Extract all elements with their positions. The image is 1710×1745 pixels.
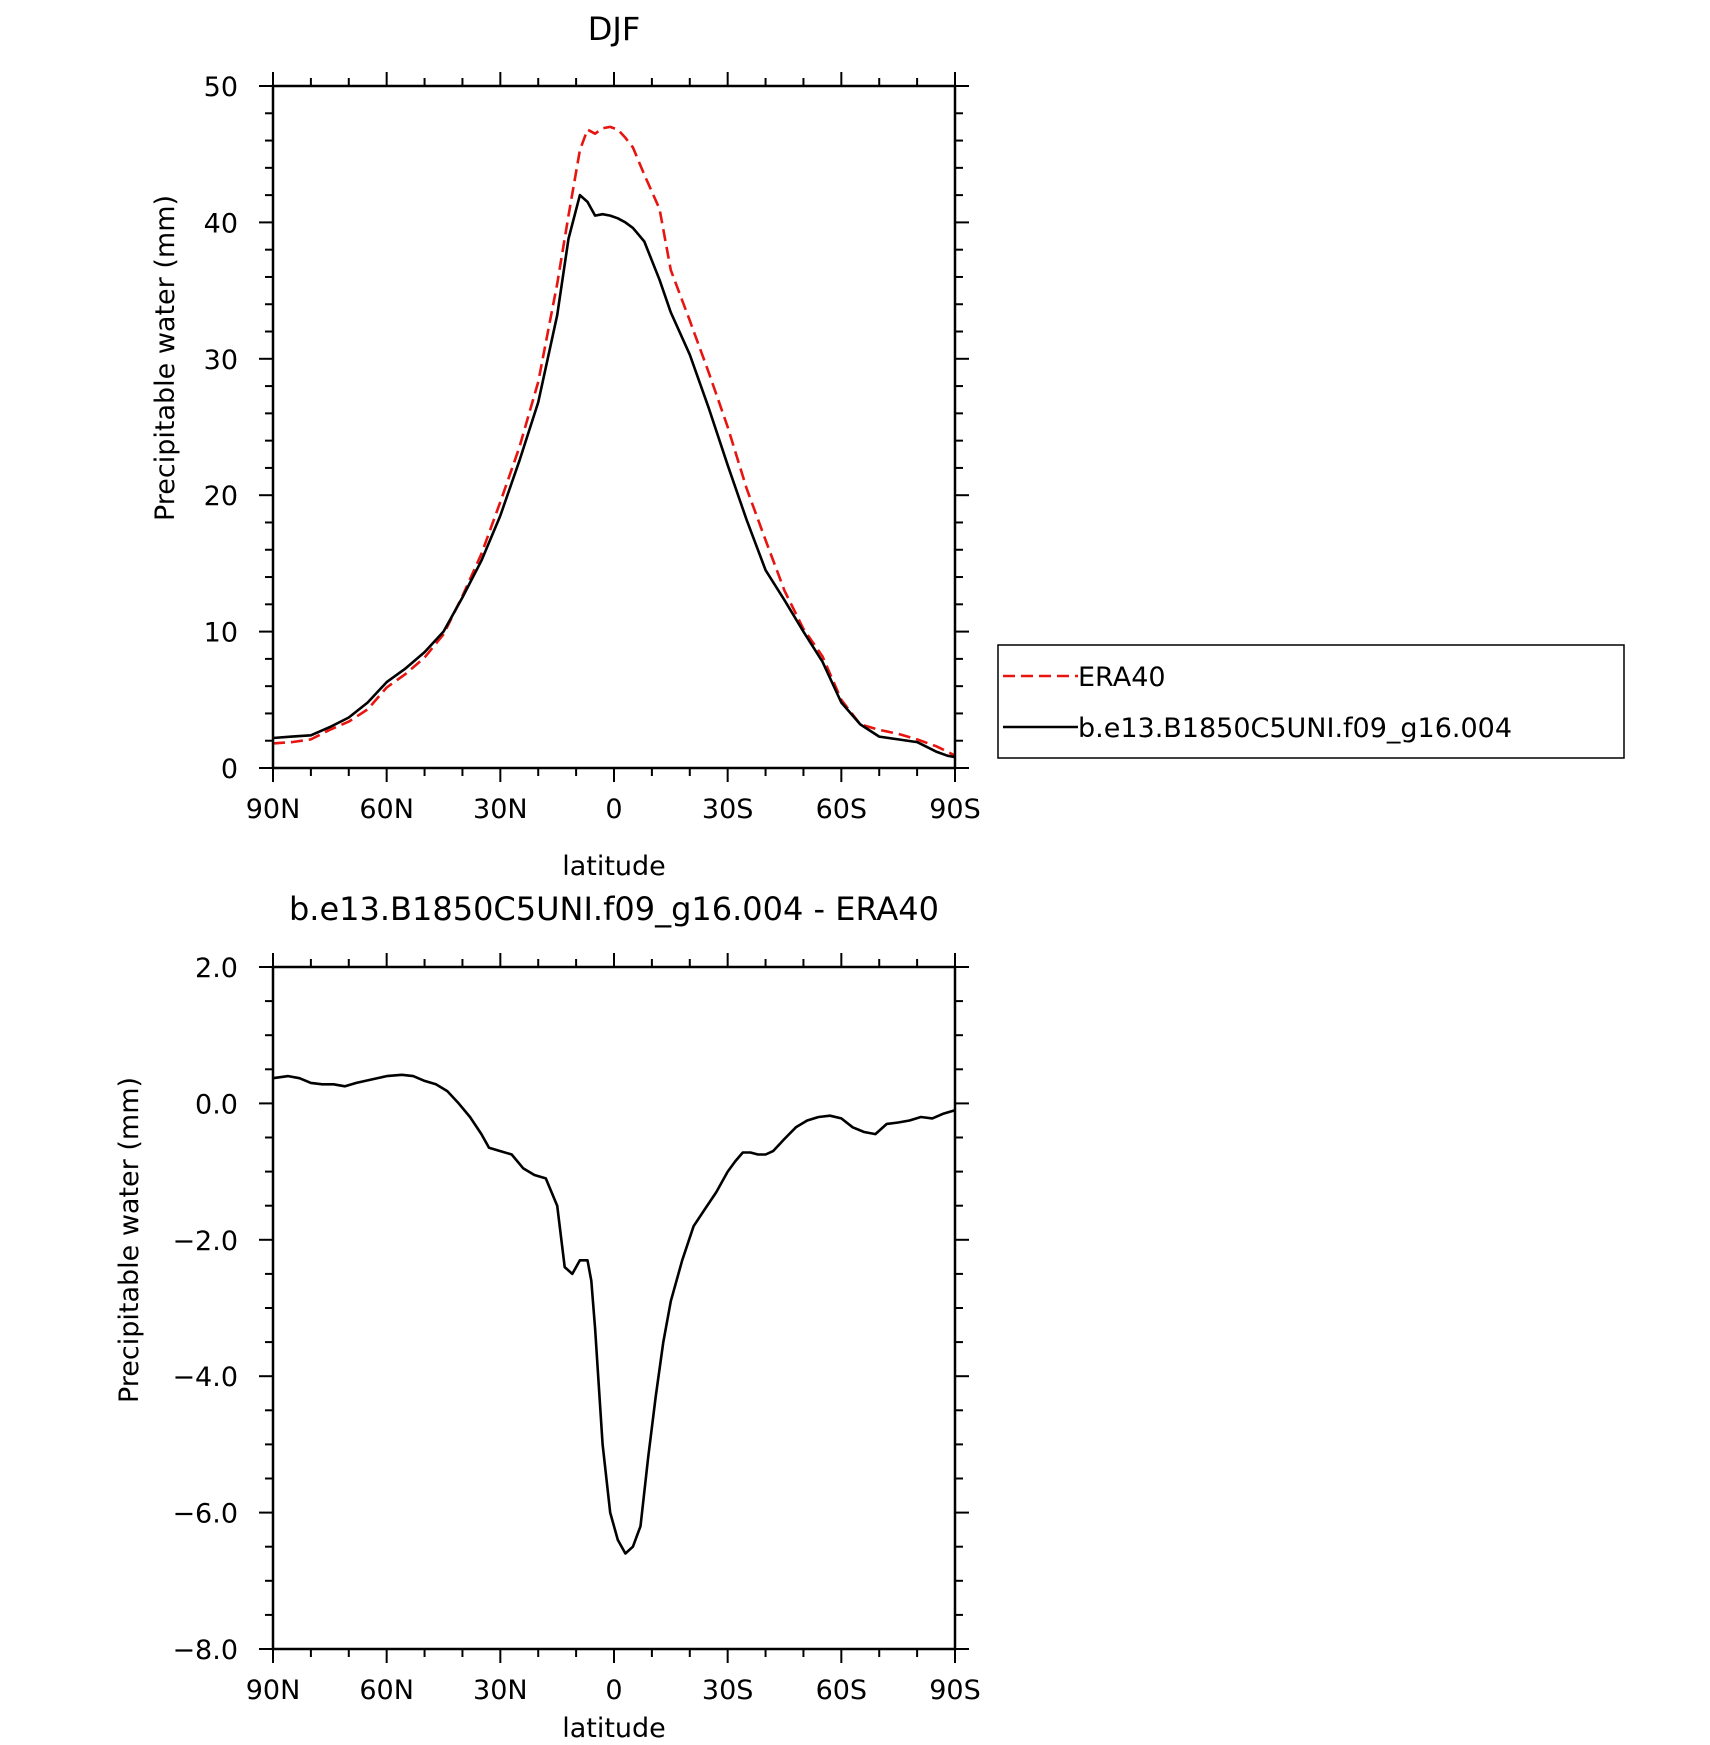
y-tick-label: −6.0 — [172, 1499, 238, 1530]
top-series — [272, 125, 956, 759]
x-tick-label: 90S — [929, 794, 981, 825]
legend-box — [997, 644, 1625, 759]
x-tick-label: 30S — [702, 794, 754, 825]
top-tick-labels: 90N 60N 30N 0 30S 60S 90S 0 10 20 30 40 50 — [204, 72, 981, 825]
x-tick-label: 90N — [246, 794, 301, 825]
x-tick-label: 30N — [473, 794, 528, 825]
bottom-axis-ticks — [259, 953, 969, 1663]
bottom-chart-title: b.e13.B1850C5UNI.f09_g16.004 - ERA40 — [289, 890, 939, 928]
x-tick-label: 90S — [929, 1675, 981, 1706]
x-tick-label: 0 — [605, 794, 622, 825]
y-tick-label: 0 — [221, 754, 238, 785]
bottom-plot-frame — [271, 965, 957, 1651]
top-panel: DJF Precipitable water (mm) latitude 90N… — [150, 10, 1625, 882]
top-plot-frame — [271, 84, 957, 770]
x-tick-label: 30S — [702, 1675, 754, 1706]
x-tick-label: 30N — [473, 1675, 528, 1706]
y-tick-label: 2.0 — [195, 953, 238, 984]
y-tick-label: 10 — [204, 618, 238, 649]
y-tick-label: −8.0 — [172, 1635, 238, 1666]
legend-label-era40: ERA40 — [1078, 662, 1166, 693]
bottom-panel: b.e13.B1850C5UNI.f09_g16.004 - ERA40 Pre… — [114, 890, 981, 1744]
x-tick-label: 60N — [359, 1675, 414, 1706]
bottom-tick-labels: 90N 60N 30N 0 30S 60S 90S 2.0 0.0 −2.0 −4.0 −6.0 −8.… — [172, 953, 980, 1706]
legend-label-model: b.e13.B1850C5UNI.f09_g16.004 — [1078, 713, 1512, 744]
top-x-axis-label: latitude — [562, 851, 666, 882]
series-line-model — [272, 193, 956, 759]
y-tick-label: 20 — [204, 481, 238, 512]
y-tick-label: −2.0 — [172, 1226, 238, 1257]
x-tick-label: 60S — [816, 794, 868, 825]
y-tick-label: 50 — [204, 72, 238, 103]
bottom-y-axis-label: Precipitable water (mm) — [114, 1077, 145, 1403]
x-tick-label: 90N — [246, 1675, 301, 1706]
y-tick-label: 40 — [204, 208, 238, 239]
y-tick-label: −4.0 — [172, 1362, 238, 1393]
x-tick-label: 60S — [816, 1675, 868, 1706]
legend: ERA40 b.e13.B1850C5UNI.f09_g16.004 — [997, 644, 1625, 759]
y-tick-label: 0.0 — [195, 1089, 238, 1120]
bottom-series — [272, 1073, 956, 1555]
y-tick-label: 30 — [204, 345, 238, 376]
bottom-x-axis-label: latitude — [562, 1713, 666, 1744]
series-line-difference — [272, 1073, 956, 1555]
top-y-axis-label: Precipitable water (mm) — [150, 195, 181, 521]
x-tick-label: 60N — [359, 794, 414, 825]
x-tick-label: 0 — [605, 1675, 622, 1706]
top-chart-title: DJF — [588, 10, 640, 48]
top-axis-ticks — [259, 72, 969, 782]
series-line-era40 — [272, 125, 956, 757]
